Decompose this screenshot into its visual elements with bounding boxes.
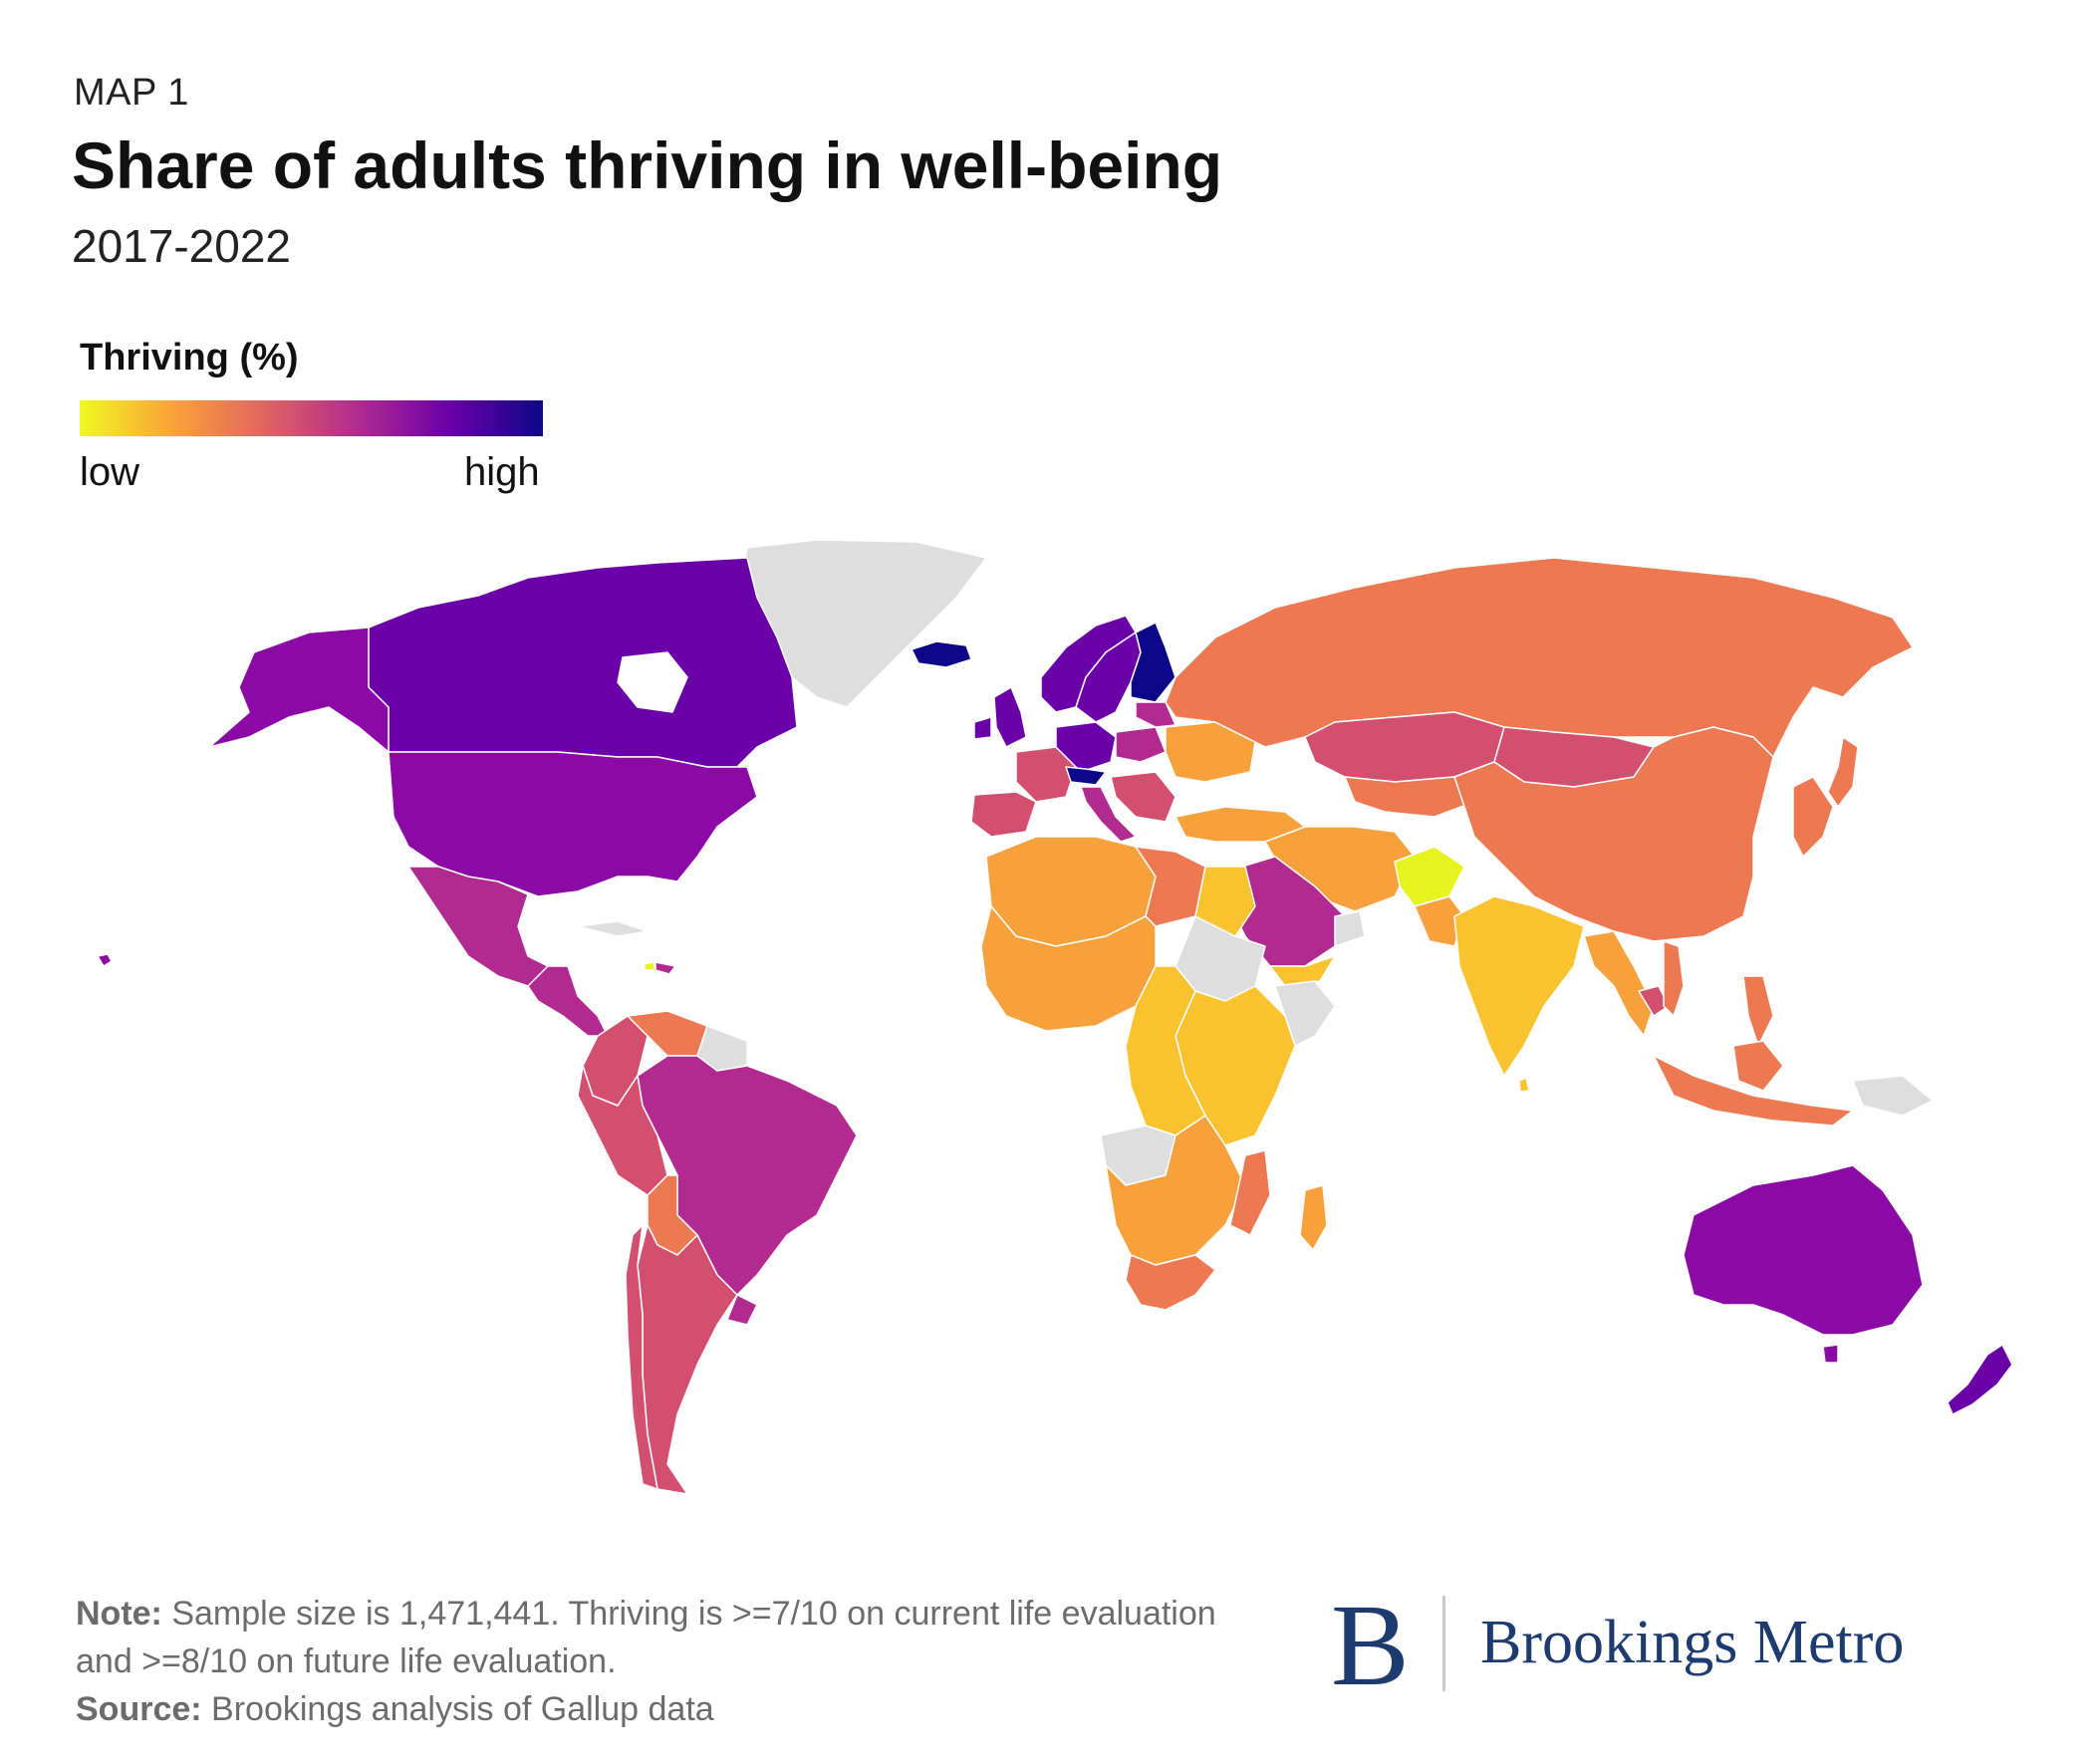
map-subtitle: 2017-2022 [72,220,291,272]
region-central-africa [1125,965,1206,1136]
region-australia [1683,1164,1924,1336]
legend-title: Thriving (%) [80,337,299,378]
footnote: Note: Sample size is 1,471,441. Thriving… [76,1590,1271,1733]
legend-low-label: low [80,450,140,494]
region-sri-lanka [1518,1077,1530,1093]
region-ireland [973,716,992,740]
legend-high-label: high [464,450,540,494]
region-baltics [1135,701,1177,728]
legend-color-bar [80,400,543,436]
region-mozambique [1229,1149,1271,1236]
region-oman [1334,910,1366,947]
region-hawaii [97,953,113,967]
region-madagascar [1299,1184,1328,1251]
region-dominican-republic [654,961,676,975]
logo-divider [1442,1596,1445,1691]
region-libya [1135,846,1206,927]
region-poland [1115,726,1167,763]
source-line: Source: Brookings analysis of Gallup dat… [76,1685,1271,1733]
region-india [1453,895,1585,1077]
region-south-africa [1125,1254,1216,1311]
brookings-metro-logo: B Brookings Metro [1331,1580,2028,1710]
region-finland [1130,622,1177,703]
region-borneo [1732,1040,1784,1092]
source-label: Source: [76,1690,202,1728]
logo-name: Brookings Metro [1480,1609,1905,1676]
region-uruguay [726,1294,758,1326]
region-canada [368,557,798,768]
region-china [1453,726,1774,942]
region-tasmania [1822,1344,1839,1364]
region-myanmar-thailand [1583,930,1655,1037]
region-new-guinea [1852,1075,1934,1117]
world-map [97,539,2013,1495]
note-line: Note: Sample size is 1,471,441. Thriving… [76,1590,1271,1685]
region-korea-japan [1792,776,1834,858]
region-japan [1827,736,1859,808]
region-indonesia-malaysia [1653,1055,1854,1127]
map-kicker: MAP 1 [74,72,189,114]
region-vietnam [1663,940,1685,1017]
region-alaska [208,627,390,753]
map-title: Share of adults thriving in well-being [72,128,1223,202]
region-balkans [1110,771,1177,823]
region-chile [625,1224,658,1490]
region-central-asia [1344,776,1475,818]
region-switzerland-austria [1065,766,1107,786]
source-text: Brookings analysis of Gallup data [211,1690,714,1728]
region-italy [1080,786,1137,843]
region-iberia [970,791,1037,838]
region-central-america [527,965,609,1037]
region-hudson-bay [617,651,688,713]
region-peru [577,1065,668,1196]
logo-mark: B [1331,1580,1410,1710]
region-yemen [1269,955,1336,987]
region-iceland [911,640,972,668]
region-mexico [407,866,549,987]
region-benelux-germany [1055,721,1117,773]
note-text: Sample size is 1,471,441. Thriving is >=… [76,1595,1216,1680]
region-uk [993,686,1027,748]
region-caribbean [577,920,649,937]
note-label: Note: [76,1595,162,1633]
region-philippines [1742,975,1774,1047]
region-russia [1165,557,1914,758]
region-haiti [643,961,656,971]
region-new-zealand [1947,1344,2013,1415]
